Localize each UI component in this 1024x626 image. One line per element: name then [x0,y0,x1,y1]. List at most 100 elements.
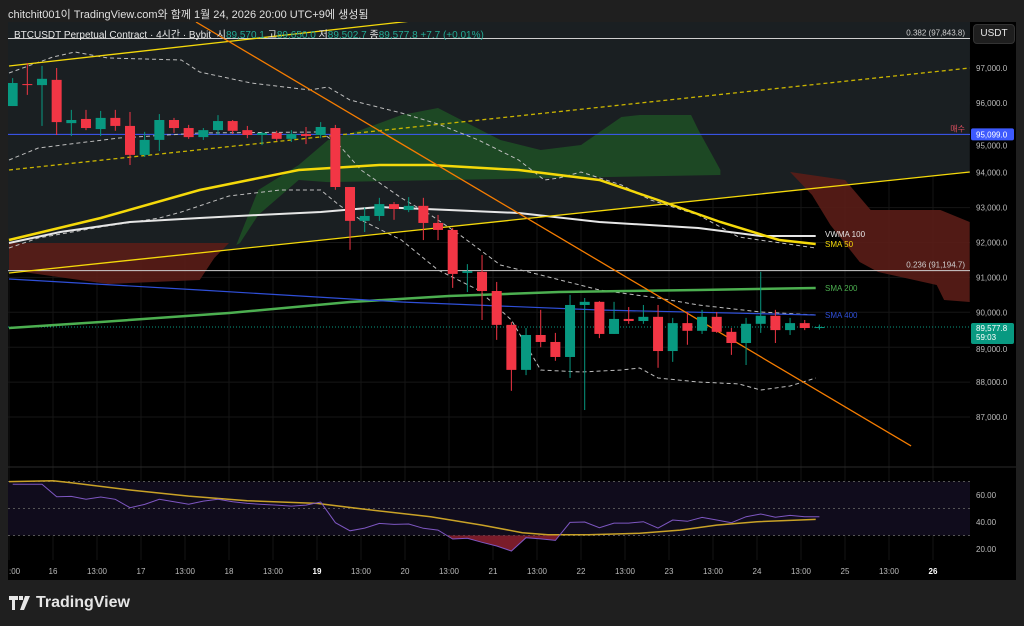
candle-body [271,132,282,139]
candle [315,122,326,139]
candle-body [785,323,796,331]
trendline[interactable] [8,171,970,274]
candle-body [139,139,150,155]
rsi-tick-label: 40.00 [976,518,997,527]
price-tick-label: 97,000.0 [976,64,1008,73]
change-value: +7.7 (+0.01%) [420,30,484,41]
price-tick-label: 93,000.0 [976,204,1008,213]
tradingview-logo[interactable]: TradingView [9,594,130,612]
candle [799,319,810,331]
price-tick-label: 87,000.0 [976,413,1008,422]
time-tick-label: :00 [9,567,21,576]
candle [697,309,708,334]
candle [667,317,678,362]
candle [198,128,209,140]
cloud-area [236,108,721,245]
candle [257,131,268,146]
candle [213,115,224,136]
candle [770,309,781,344]
trendline[interactable] [195,22,912,447]
candle [403,197,414,213]
candle [491,281,502,340]
candle [301,126,312,145]
candle-body [477,271,488,292]
candle [550,332,561,361]
price-tick-label: 95,000.0 [976,141,1008,150]
candle [139,131,150,157]
time-tick-label: 13:00 [527,567,548,576]
candle-body [301,133,312,137]
candle-body [51,79,62,123]
price-axis[interactable]: 97,000.0 96,000.0 95,000.0 94,000.0 93,000.0… [971,64,1014,422]
candle [609,301,620,334]
candle-body [36,78,47,86]
candle [374,197,385,221]
candle [389,202,400,220]
time-tick-label: 17 [137,567,146,576]
candle [623,307,634,324]
candle-body [198,130,209,138]
trendline[interactable] [8,67,970,171]
candle [726,328,737,355]
time-tick-label: 26 [929,567,938,576]
candle-body [697,316,708,331]
time-tick-label: 18 [225,567,234,576]
indicator-label: SMA 200 [825,284,858,293]
candle [286,130,297,142]
candle-body [565,304,576,357]
horizontal-line-label: 매수 [950,124,965,133]
candle [579,297,590,411]
candle-body [433,222,444,230]
symbol-name[interactable]: BTCUSDT Perpetual Contract · 4시간 · Bybit [14,30,212,41]
candle [814,324,825,330]
candle [565,294,576,378]
candle-body [506,324,517,370]
candle [345,187,356,250]
time-tick-label: 13:00 [263,567,284,576]
buy-price-badge-text: 95,099.0 [976,130,1008,139]
time-tick-label: 21 [489,567,498,576]
candle [36,65,47,126]
bollinger-lower [8,189,816,391]
rsi-pane: 60.00 40.00 20.00 [8,479,997,554]
candle [169,117,180,133]
rsi-line [12,483,820,552]
candle-body [330,128,341,188]
candle-body [66,120,77,124]
candle-body [80,118,91,129]
candle [477,255,488,320]
candle [755,271,766,333]
indicator-label: SMA 400 [825,311,858,320]
candle [521,328,532,376]
candle [124,111,135,166]
candle [66,109,77,137]
last-price-badge [971,323,1014,345]
time-axis[interactable]: :00 16 13:00 17 13:00 18 13:00 19 13:00 20 13:00 21… [9,567,938,576]
candle-body [491,291,502,325]
chart-caption: chitchit001이 TradingView.com와 함께 1월 24, … [8,9,369,21]
trendline[interactable] [8,18,438,67]
candle-body [110,117,121,126]
cloud-area [790,172,970,302]
trendlines[interactable] [8,18,970,447]
candle-body [359,215,370,221]
candle-body [242,130,253,136]
candle [330,124,341,190]
candle-body [462,271,473,273]
indicator-line [8,286,816,330]
candle-body [403,205,414,211]
candle [51,68,62,136]
horizontal-line-label: 0.382 (97,843.8) [906,29,965,38]
currency-button[interactable]: USDT [973,24,1015,44]
candle-body [213,121,224,131]
candle [242,125,253,139]
candle [359,207,370,233]
time-tick-label: 23 [665,567,674,576]
candle-body [550,341,561,357]
price-tick-label: 91,000.0 [976,273,1008,282]
price-tick-label: 94,000.0 [976,169,1008,178]
logo-text: TradingView [36,594,130,611]
candle-body [535,334,546,342]
open-label: 시 [216,30,226,41]
